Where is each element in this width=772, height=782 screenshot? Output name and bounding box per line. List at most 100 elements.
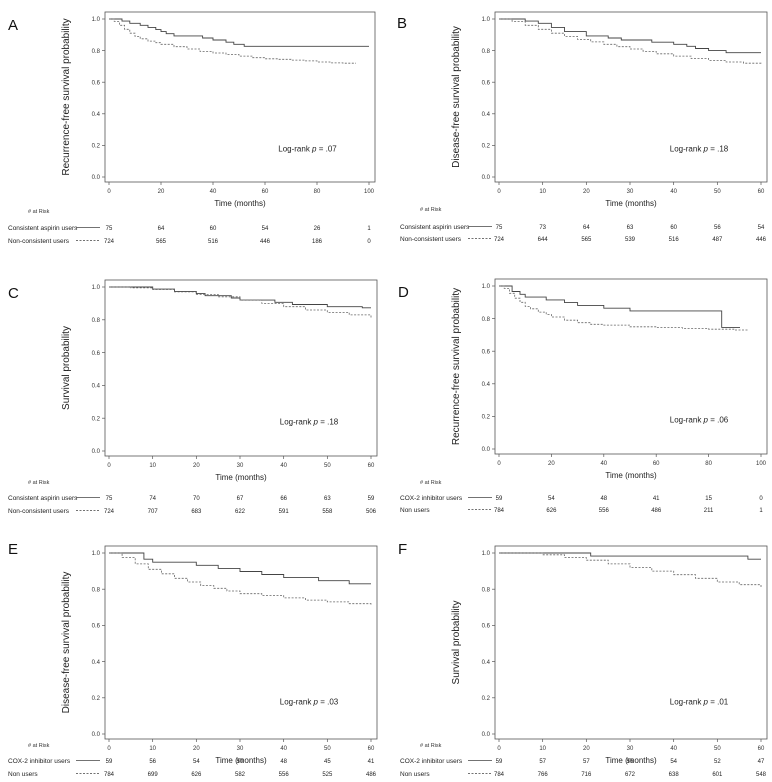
y-tick-label: 0.4: [92, 384, 101, 390]
x-axis-label: Time (months): [215, 756, 267, 765]
risk-count: 60: [670, 225, 677, 231]
risk-count: 516: [208, 239, 219, 245]
series-line-treated: [499, 285, 740, 328]
risk-count: 186: [312, 239, 323, 245]
risk-row-label: Non-consistent users: [8, 238, 70, 245]
risk-row-label: Non-consistent users: [8, 508, 70, 515]
risk-table-header: # at Risk: [420, 480, 442, 486]
x-tick-label: 100: [364, 189, 375, 195]
plot-frame: [494, 11, 768, 183]
risk-count: 52: [714, 759, 721, 765]
x-tick-label: 80: [314, 189, 321, 195]
panel-label: D: [398, 284, 409, 301]
x-tick-label: 60: [368, 463, 375, 469]
risk-count: 556: [599, 508, 610, 514]
x-tick-label: 0: [107, 189, 111, 195]
y-tick-label: 0.2: [92, 144, 101, 150]
y-tick-label: 0.8: [92, 318, 101, 324]
x-tick-label: 0: [107, 746, 111, 752]
y-tick-label: 0.6: [482, 80, 491, 86]
risk-count: 622: [235, 509, 246, 515]
risk-count: 54: [758, 225, 765, 231]
log-rank-prefix: Log-rank: [670, 416, 704, 425]
risk-count: 1: [367, 226, 371, 232]
risk-count: 57: [583, 759, 590, 765]
risk-count: 15: [705, 496, 712, 502]
x-tick-label: 40: [670, 189, 677, 195]
risk-count: 74: [149, 496, 156, 502]
risk-table-header: # at Risk: [28, 480, 50, 486]
log-rank-prefix: Log-rank: [280, 697, 314, 706]
x-tick-label: 20: [583, 746, 590, 752]
risk-count: 446: [756, 237, 767, 243]
risk-count: 64: [158, 226, 165, 232]
series-line-reference: [499, 285, 748, 331]
risk-count: 724: [104, 509, 115, 515]
y-tick-label: 0.2: [482, 415, 491, 421]
risk-count: 716: [581, 772, 592, 778]
risk-table-header: # at Risk: [420, 743, 442, 749]
x-tick-label: 0: [497, 189, 501, 195]
x-tick-label: 30: [627, 189, 634, 195]
x-axis-label: Time (months): [605, 199, 657, 208]
risk-count: 724: [494, 237, 505, 243]
x-tick-label: 0: [497, 461, 501, 467]
y-tick-label: 0.6: [92, 624, 101, 630]
y-tick-label: 1.0: [92, 551, 101, 557]
risk-count: 626: [191, 772, 202, 778]
log-rank-p: p: [313, 697, 319, 706]
risk-count: 45: [324, 759, 331, 765]
x-tick-label: 20: [583, 189, 590, 195]
y-tick-label: 0.0: [92, 175, 101, 181]
x-axis-label: Time (months): [605, 756, 657, 765]
x-tick-label: 50: [324, 463, 331, 469]
risk-count: 638: [669, 772, 680, 778]
risk-count: 565: [581, 237, 592, 243]
y-tick-label: 0.6: [92, 351, 101, 357]
risk-count: 41: [368, 759, 375, 765]
x-tick-label: 30: [237, 746, 244, 752]
panel-label: A: [8, 17, 18, 34]
risk-table-header: # at Risk: [28, 209, 50, 215]
risk-count: 591: [279, 509, 290, 515]
risk-count: 73: [539, 225, 546, 231]
x-tick-label: 20: [193, 463, 200, 469]
y-tick-label: 0.8: [482, 587, 491, 593]
y-tick-label: 1.0: [92, 17, 101, 23]
x-tick-label: 60: [653, 461, 660, 467]
risk-row-label: Consistent aspirin users: [8, 225, 78, 232]
log-rank-prefix: Log-rank: [670, 144, 704, 153]
y-tick-label: 0.6: [482, 624, 491, 630]
plot-frame: [104, 545, 378, 740]
x-tick-label: 30: [237, 463, 244, 469]
y-tick-label: 0.0: [92, 449, 101, 455]
risk-count: 486: [651, 508, 662, 514]
risk-count: 57: [539, 759, 546, 765]
risk-row-label: Non users: [8, 771, 38, 778]
x-tick-label: 0: [497, 746, 501, 752]
x-tick-label: 20: [158, 189, 165, 195]
risk-count: 487: [712, 237, 723, 243]
risk-count: 70: [193, 496, 200, 502]
series-line-reference: [109, 552, 372, 606]
risk-count: 548: [756, 772, 767, 778]
plot-frame: [494, 278, 768, 455]
risk-count: 63: [324, 496, 331, 502]
risk-count: 565: [156, 239, 167, 245]
panel-f: F 0.0 0.2 0.4 0.6 0.8 1.0 0 10 20 30 40 50 60 Survival…: [398, 541, 768, 778]
risk-count: 784: [494, 508, 505, 514]
log-rank-annotation: Log-rank p = .01: [670, 697, 729, 706]
risk-count: 66: [280, 496, 287, 502]
series-line-reference: [499, 18, 762, 65]
x-tick-label: 60: [368, 746, 375, 752]
series-line-treated: [499, 18, 761, 54]
risk-count: 539: [625, 237, 636, 243]
risk-count: 558: [322, 509, 333, 515]
y-tick-label: 0.2: [92, 416, 101, 422]
risk-count: 54: [262, 226, 269, 232]
log-rank-annotation: Log-rank p = .18: [280, 417, 339, 426]
risk-count: 60: [210, 226, 217, 232]
risk-count: 1: [759, 508, 763, 514]
y-tick-label: 0.0: [482, 175, 491, 181]
